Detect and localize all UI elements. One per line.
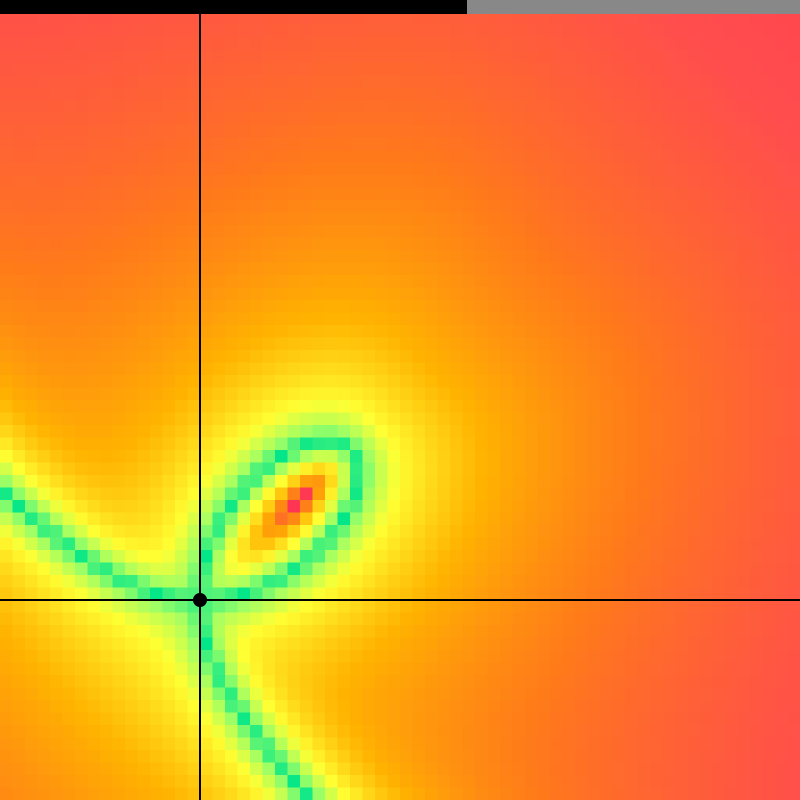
heatmap-plot (0, 0, 800, 800)
top-border-black (0, 0, 467, 14)
origin-marker (193, 593, 207, 607)
top-border-grey (467, 0, 800, 14)
axis-vertical (199, 0, 201, 800)
heatmap-canvas (0, 0, 800, 800)
axis-horizontal (0, 599, 800, 601)
